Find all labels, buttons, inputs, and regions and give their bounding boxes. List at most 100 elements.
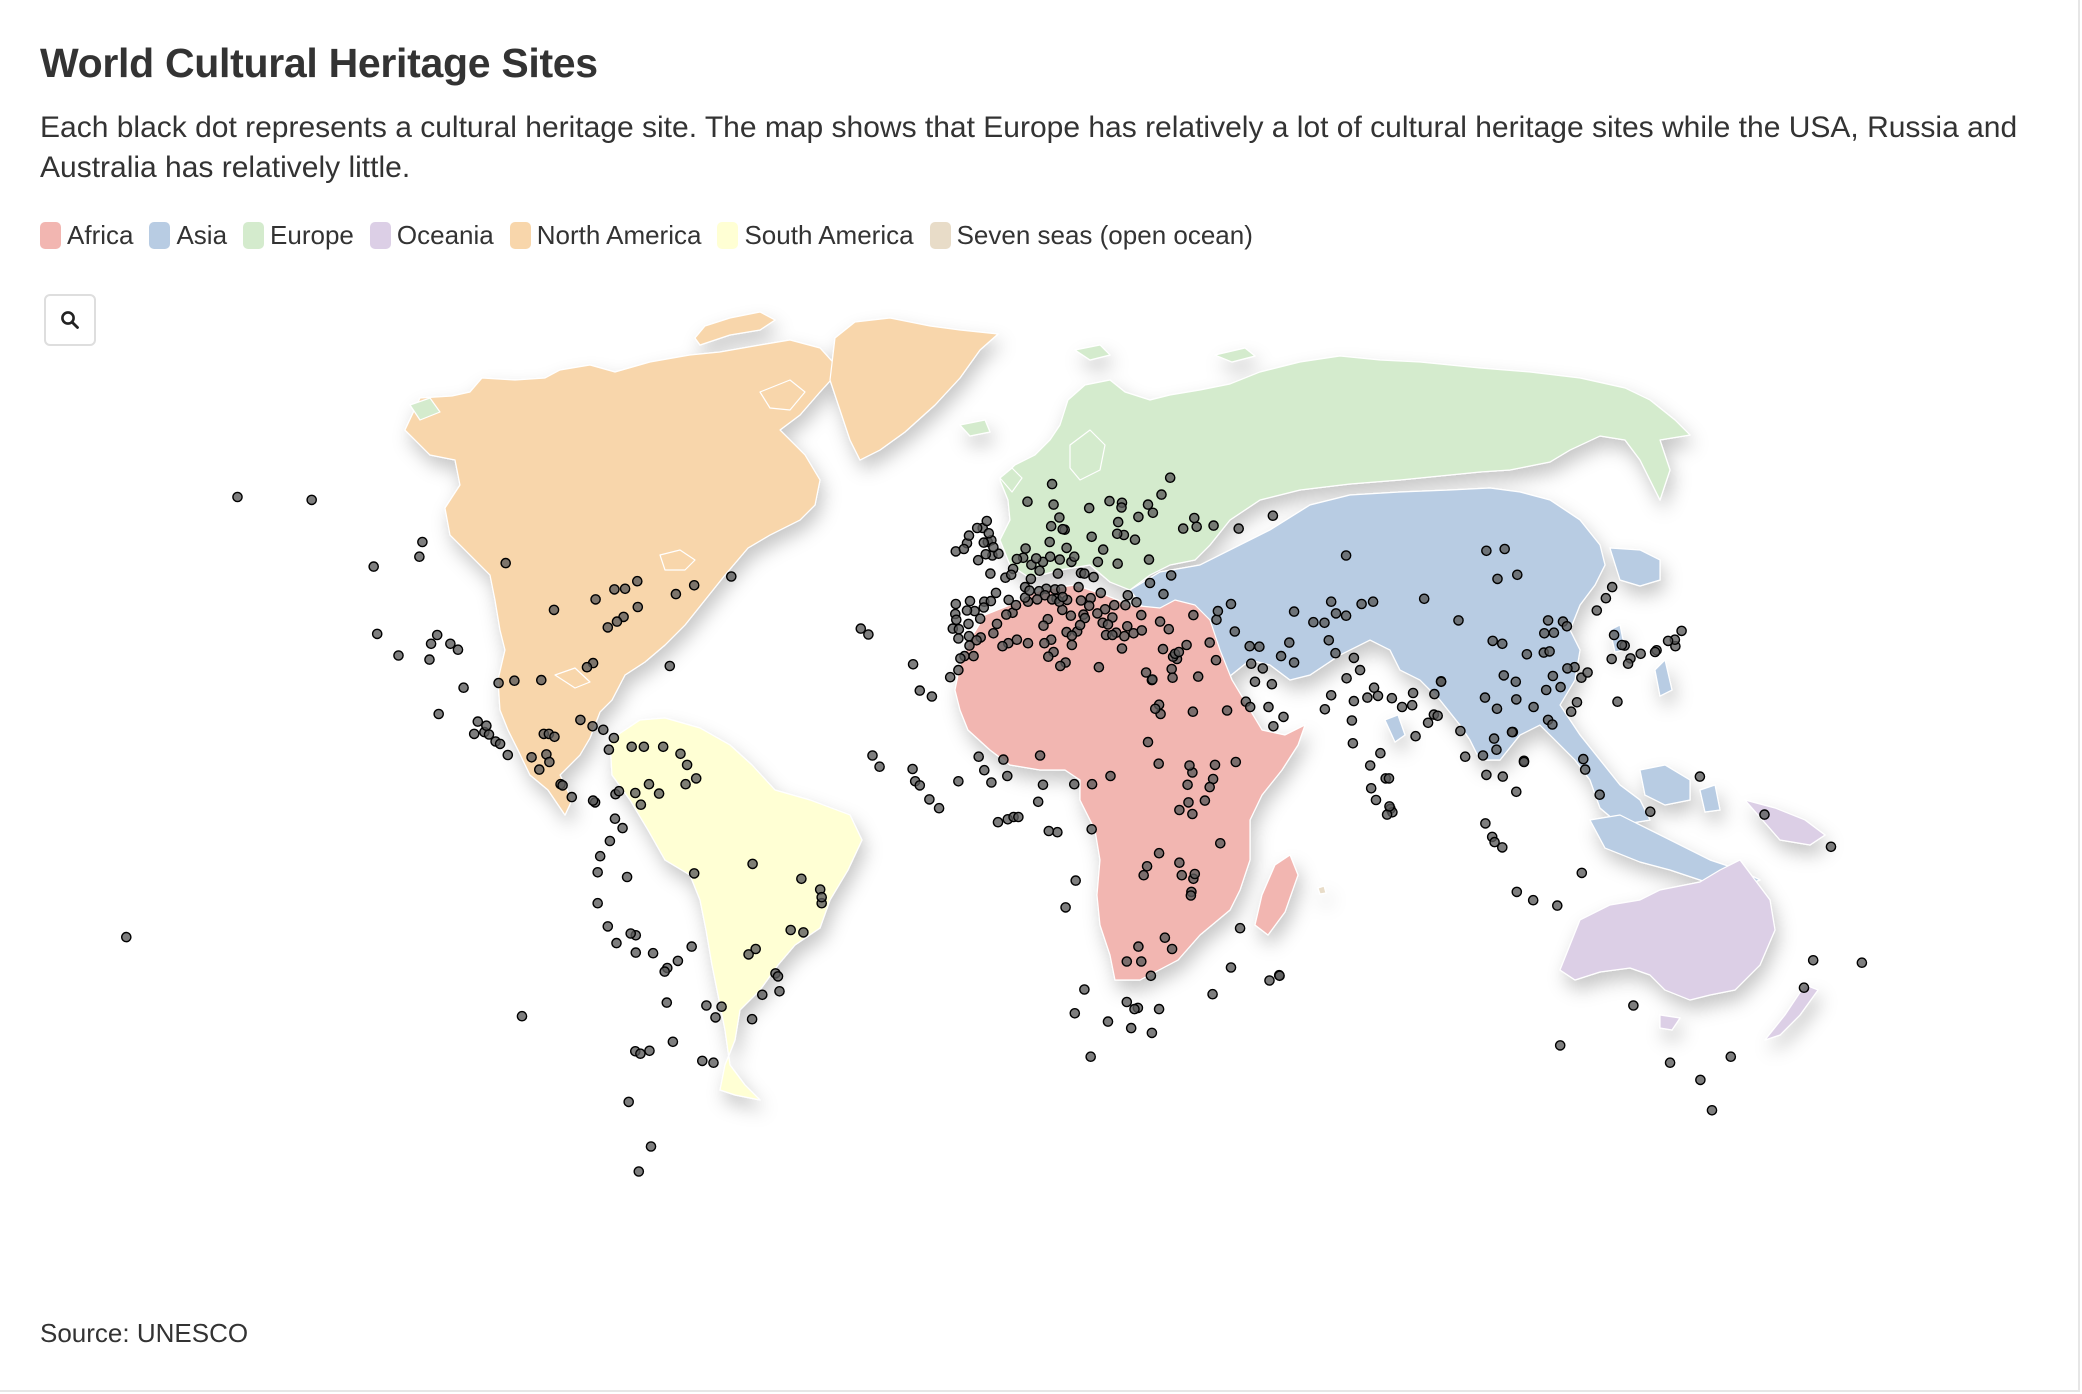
heritage-site-dot[interactable]	[548, 604, 560, 616]
heritage-site-dot[interactable]	[1645, 806, 1656, 818]
heritage-site-dot[interactable]	[635, 799, 647, 811]
heritage-site-dot[interactable]	[1145, 970, 1157, 982]
heritage-site-dot[interactable]	[592, 897, 604, 909]
heritage-site-dot[interactable]	[630, 787, 641, 799]
heritage-site-dot[interactable]	[1188, 609, 1199, 621]
heritage-site-dot[interactable]	[1174, 857, 1185, 869]
heritage-site-dot[interactable]	[1020, 543, 1031, 554]
heritage-site-dot[interactable]	[1129, 534, 1141, 546]
legend-item-north-america[interactable]: North America	[509, 220, 701, 251]
heritage-site-dot[interactable]	[953, 776, 964, 787]
heritage-site-dot[interactable]	[1561, 621, 1573, 632]
heritage-site-dot[interactable]	[1121, 956, 1133, 967]
heritage-site-dot[interactable]	[953, 623, 965, 635]
heritage-site-dot[interactable]	[1547, 670, 1559, 682]
heritage-site-dot[interactable]	[1410, 730, 1421, 742]
heritage-site-dot[interactable]	[431, 629, 443, 641]
heritage-site-dot[interactable]	[647, 947, 659, 959]
heritage-site-dot[interactable]	[534, 764, 545, 775]
heritage-site-dot[interactable]	[1022, 637, 1034, 649]
heritage-site-dot[interactable]	[1340, 550, 1352, 561]
heritage-site-dot[interactable]	[1147, 674, 1158, 685]
heritage-site-dot[interactable]	[978, 602, 990, 613]
heritage-site-dot[interactable]	[516, 1010, 528, 1022]
heritage-site-dot[interactable]	[986, 777, 997, 788]
heritage-site-dot[interactable]	[924, 794, 935, 805]
heritage-site-dot[interactable]	[1229, 626, 1241, 637]
heritage-site-dot[interactable]	[867, 750, 878, 761]
heritage-site-dot[interactable]	[1102, 619, 1114, 630]
heritage-site-dot[interactable]	[1054, 554, 1066, 565]
heritage-site-dot[interactable]	[613, 785, 625, 797]
heritage-site-dot[interactable]	[1129, 1003, 1140, 1015]
heritage-site-dot[interactable]	[991, 618, 1003, 630]
heritage-site-dot[interactable]	[502, 749, 514, 761]
heritage-site-dot[interactable]	[950, 598, 962, 610]
heritage-site-dot[interactable]	[368, 561, 380, 572]
heritage-site-dot[interactable]	[1187, 808, 1198, 820]
heritage-site-dot[interactable]	[1257, 663, 1269, 674]
heritage-site-dot[interactable]	[1221, 705, 1233, 716]
heritage-site-dot[interactable]	[1662, 635, 1674, 647]
heritage-site-dot[interactable]	[964, 595, 976, 607]
heritage-site-dot[interactable]	[493, 677, 504, 689]
heritage-site-dot[interactable]	[1043, 651, 1054, 663]
heritage-site-dot[interactable]	[1384, 801, 1395, 812]
heritage-site-dot[interactable]	[617, 822, 628, 834]
heritage-site-dot[interactable]	[1435, 676, 1447, 688]
heritage-site-dot[interactable]	[557, 780, 568, 791]
heritage-site-dot[interactable]	[974, 613, 986, 625]
heritage-site-dot[interactable]	[1066, 630, 1078, 641]
heritage-site-dot[interactable]	[1489, 836, 1500, 848]
heritage-site-dot[interactable]	[1347, 738, 1359, 749]
heritage-site-dot[interactable]	[632, 575, 643, 587]
heritage-site-dot[interactable]	[1459, 751, 1471, 763]
heritage-site-dot[interactable]	[1048, 499, 1059, 510]
heritage-site-dot[interactable]	[468, 728, 480, 740]
heritage-site-dot[interactable]	[1173, 646, 1185, 658]
heritage-site-dot[interactable]	[1044, 536, 1055, 548]
heritage-site-dot[interactable]	[575, 714, 586, 726]
heritage-site-dot[interactable]	[509, 675, 520, 687]
heritage-site-dot[interactable]	[1497, 638, 1508, 650]
heritage-site-dot[interactable]	[1386, 692, 1398, 704]
heritage-site-dot[interactable]	[1069, 1008, 1081, 1019]
heritage-site-dot[interactable]	[659, 966, 671, 977]
heritage-site-dot[interactable]	[1406, 699, 1418, 711]
heritage-site-dot[interactable]	[1676, 625, 1687, 637]
heritage-site-dot[interactable]	[1807, 955, 1819, 966]
heritage-site-dot[interactable]	[1116, 502, 1127, 513]
heritage-site-dot[interactable]	[1591, 605, 1603, 616]
heritage-site-dot[interactable]	[1066, 639, 1078, 651]
heritage-site-dot[interactable]	[990, 587, 1002, 599]
heritage-site-dot[interactable]	[874, 761, 885, 773]
heritage-site-dot[interactable]	[1225, 962, 1237, 973]
heritage-site-dot[interactable]	[1142, 736, 1154, 748]
heritage-site-dot[interactable]	[1323, 635, 1335, 646]
heritage-site-dot[interactable]	[1022, 496, 1033, 508]
heritage-site-dot[interactable]	[1264, 975, 1275, 986]
heritage-site-dot[interactable]	[983, 528, 995, 539]
heritage-site-dot[interactable]	[726, 571, 737, 582]
heritage-site-dot[interactable]	[1038, 620, 1049, 632]
heritage-site-dot[interactable]	[1555, 681, 1566, 693]
heritage-site-dot[interactable]	[1429, 688, 1440, 700]
heritage-site-dot[interactable]	[1542, 615, 1554, 626]
heritage-site-dot[interactable]	[1210, 654, 1222, 666]
heritage-site-dot[interactable]	[1095, 587, 1107, 599]
heritage-site-dot[interactable]	[1340, 610, 1352, 622]
heritage-site-dot[interactable]	[680, 778, 691, 790]
heritage-site-dot[interactable]	[1263, 701, 1274, 713]
heritage-site-dot[interactable]	[1706, 1105, 1718, 1116]
heritage-site-dot[interactable]	[774, 986, 785, 997]
heritage-site-dot[interactable]	[526, 752, 537, 763]
heritage-site-dot[interactable]	[1143, 554, 1155, 565]
heritage-site-dot[interactable]	[772, 971, 784, 982]
heritage-site-dot[interactable]	[1010, 599, 1022, 611]
heritage-site-dot[interactable]	[1121, 996, 1133, 1008]
heritage-site-dot[interactable]	[1122, 590, 1134, 601]
heritage-site-dot[interactable]	[1600, 592, 1612, 604]
heritage-site-dot[interactable]	[1122, 621, 1133, 632]
heritage-site-dot[interactable]	[953, 664, 964, 676]
heritage-site-dot[interactable]	[1565, 706, 1577, 718]
